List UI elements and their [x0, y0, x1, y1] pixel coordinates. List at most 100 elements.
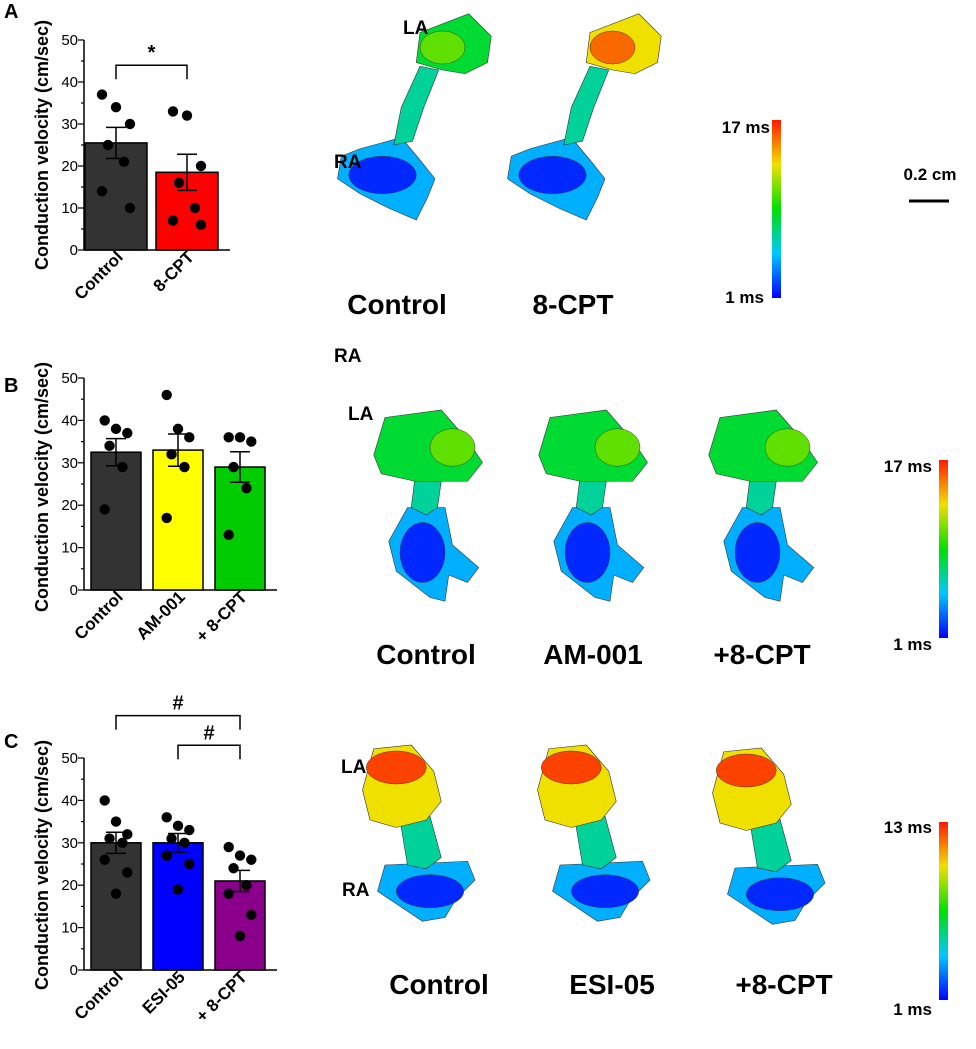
colorbar-min-label: 1 ms: [893, 1000, 932, 1019]
data-point: [189, 202, 201, 214]
data-point: [184, 432, 195, 443]
isochrone: [541, 750, 602, 785]
data-point: [172, 820, 184, 832]
isochrone: [348, 156, 417, 194]
significance-marker: #: [172, 693, 183, 715]
isochrone: [594, 428, 641, 467]
data-point: [223, 529, 234, 541]
neck-region-shape: [563, 65, 610, 146]
data-point: [110, 816, 122, 827]
y-tick-label: 10: [61, 920, 78, 937]
isochrone: [399, 522, 446, 583]
scale-bar-label: 0.2 cm: [904, 165, 957, 184]
x-category-label: ESI-05: [139, 967, 189, 1017]
data-point: [99, 854, 110, 865]
y-tick-label: 20: [61, 158, 78, 175]
y-tick-label: 40: [61, 74, 78, 91]
region-label-ra: RA: [342, 880, 370, 901]
data-point: [122, 829, 133, 840]
bar-esi-05: [152, 842, 204, 971]
data-point: [161, 512, 172, 524]
data-point: [117, 461, 128, 473]
y-axis-label: Conduction velocity (cm/sec): [32, 362, 52, 612]
bar-am-001: [152, 449, 204, 591]
significance-bracket: [177, 744, 241, 760]
data-point: [117, 837, 128, 848]
region-label-ra: RA: [334, 152, 362, 173]
panel-letter: A: [4, 1, 18, 23]
map-title: Control: [376, 639, 476, 670]
data-point: [124, 118, 136, 130]
data-point: [122, 867, 133, 878]
data-point: [172, 423, 184, 435]
data-point: [184, 824, 195, 836]
region-label-ra: RA: [334, 346, 362, 367]
activation-map: [507, 13, 662, 221]
y-tick-label: 50: [61, 32, 78, 49]
data-point: [161, 850, 172, 861]
data-point: [96, 186, 108, 197]
bar-8-cpt: [214, 466, 266, 591]
data-point: [161, 389, 172, 401]
y-tick-label: 30: [61, 835, 78, 852]
region-label-la: LA: [348, 404, 374, 425]
data-point: [110, 423, 122, 435]
map-title: Control: [347, 289, 447, 320]
data-point: [246, 909, 257, 921]
isochrone: [366, 750, 427, 785]
isochrone: [589, 30, 636, 65]
data-point: [161, 812, 172, 823]
colorbar: [772, 120, 781, 298]
y-tick-label: 30: [61, 455, 78, 472]
x-category-label: Control: [71, 587, 127, 643]
activation-map: [362, 744, 476, 922]
activation-map: [708, 409, 818, 602]
x-category-label: + 8-CPT: [192, 587, 251, 646]
map-title: +8-CPT: [713, 639, 810, 670]
y-tick-label: 0: [70, 962, 78, 979]
data-point: [179, 461, 190, 473]
data-point: [99, 504, 110, 515]
y-tick-label: 0: [70, 582, 78, 599]
significance-bracket: [115, 64, 188, 80]
data-point: [181, 110, 193, 121]
data-point: [223, 432, 234, 443]
x-category-label: 8-CPT: [150, 247, 199, 296]
data-point: [234, 930, 246, 942]
map-title: AM-001: [543, 639, 643, 670]
activation-map: [337, 13, 492, 221]
y-tick-label: 40: [61, 792, 78, 809]
activation-map: [712, 747, 826, 925]
colorbar: [939, 460, 948, 638]
data-point: [195, 160, 207, 172]
y-tick-label: 20: [61, 877, 78, 894]
data-point: [184, 858, 195, 870]
data-point: [241, 483, 252, 494]
colorbar-max-label: 17 ms: [884, 457, 932, 476]
data-point: [234, 432, 246, 443]
region-label-la: LA: [341, 757, 367, 778]
data-point: [223, 841, 234, 853]
colorbar-min-label: 1 ms: [893, 635, 932, 654]
data-point: [110, 888, 122, 899]
x-category-label: Control: [71, 967, 127, 1023]
data-point: [172, 884, 184, 895]
panel-letter: B: [4, 375, 18, 397]
y-tick-label: 30: [61, 116, 78, 133]
data-point: [234, 850, 246, 861]
data-point: [122, 427, 133, 439]
data-point: [246, 854, 257, 865]
y-tick-label: 10: [61, 200, 78, 217]
bar-chart-panel-c: C 0 10 20 30 40 50 Conduction velocity (cm/sec)…: [4, 693, 277, 1026]
y-tick-label: 50: [61, 370, 78, 387]
map-title: +8-CPT: [735, 969, 832, 1000]
isochrone: [419, 30, 466, 65]
data-point: [195, 219, 207, 230]
colorbar: [939, 822, 948, 1000]
data-point: [241, 880, 252, 891]
y-axis-label: Conduction velocity (cm/sec): [32, 20, 52, 270]
bar-control: [84, 142, 148, 251]
data-point: [246, 436, 257, 447]
significance-marker: #: [203, 722, 214, 744]
